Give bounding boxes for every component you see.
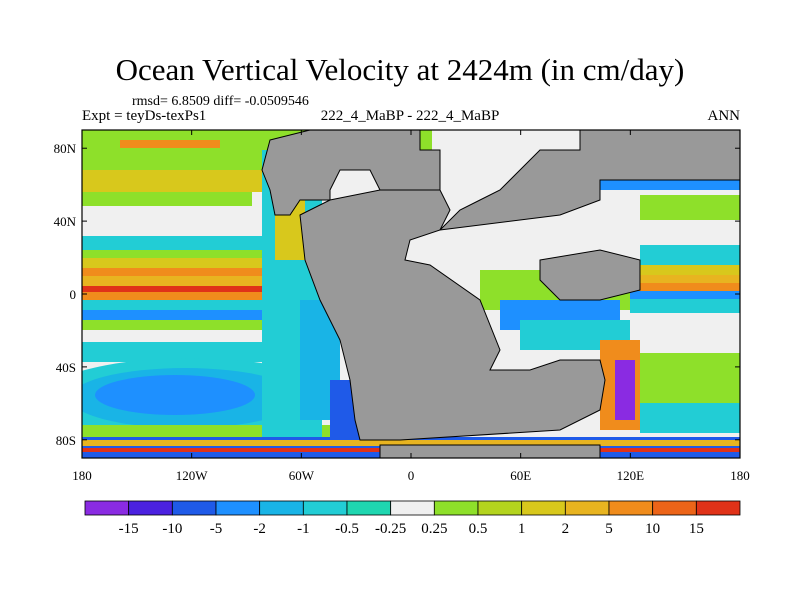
colorbar-label: 2 (562, 521, 570, 537)
lon-tick-label: 180 (72, 468, 92, 483)
colorbar-label: 1 (518, 521, 526, 537)
colorbar-swatch (390, 500, 435, 516)
colorbar-label: 0.5 (469, 521, 488, 537)
season-label: ANN (707, 108, 741, 124)
colorbar-label: 5 (605, 521, 613, 537)
colorbar-swatch (259, 500, 304, 516)
colorbar-swatch (564, 500, 610, 516)
lon-tick-label: 180 (730, 468, 750, 483)
lat-tick-label: 80S (56, 433, 76, 448)
colorbar-swatch (521, 500, 566, 516)
lon-tick-label: 0 (408, 468, 415, 483)
colorbar-swatch (215, 500, 261, 516)
colorbar-label: -2 (253, 521, 266, 537)
colorbar-label: 10 (645, 521, 660, 537)
colorbar-swatch (128, 500, 173, 516)
colorbar-swatch (171, 500, 217, 516)
lon-tick-label: 120W (176, 468, 209, 483)
colorbar-label: 15 (689, 521, 704, 537)
colorbar-swatch (477, 500, 523, 516)
lon-tick-label: 60W (289, 468, 315, 483)
stats-line: rmsd= 6.8509 diff= -0.0509546 (132, 94, 309, 109)
colorbar-label: -15 (119, 521, 139, 537)
colorbar-swatch (433, 500, 479, 516)
colorbar-swatch (652, 500, 697, 516)
colorbar-label: -5 (210, 521, 223, 537)
lon-tick-label: 60E (510, 468, 531, 483)
latitude-axis: 80N 40N 0 40S 80S (54, 141, 740, 448)
colorbar-swatch (346, 500, 392, 516)
colorbar-label: -1 (297, 521, 310, 537)
colorbar-label: -0.5 (335, 521, 359, 537)
lat-tick-label: 80N (54, 141, 77, 156)
colorbar-label: -0.25 (375, 521, 406, 537)
colorbar: -15 -10 -5 -2 -1 -0.5 -0.25 0.25 0.5 1 2 5 10 15 (84, 500, 741, 537)
colorbar-swatch (695, 500, 741, 516)
longitude-axis: 180 120W 60W 0 60E 120E 180 (72, 130, 750, 483)
case-label: 222_4_MaBP - 222_4_MaBP (320, 108, 500, 124)
experiment-label: Expt = teyDs-texPs1 (82, 108, 207, 124)
colorbar-swatch (302, 500, 348, 516)
lat-tick-label: 0 (70, 287, 77, 302)
plot-title: Ocean Vertical Velocity at 2424m (in cm/… (115, 52, 685, 87)
colorbar-label: 0.25 (421, 521, 447, 537)
lon-tick-label: 120E (617, 468, 645, 483)
map-field (82, 130, 740, 458)
colorbar-swatch (84, 500, 130, 516)
lat-tick-label: 40S (56, 360, 76, 375)
colorbar-label: -10 (162, 521, 182, 537)
colorbar-swatch (608, 500, 654, 516)
lat-tick-label: 40N (54, 214, 77, 229)
